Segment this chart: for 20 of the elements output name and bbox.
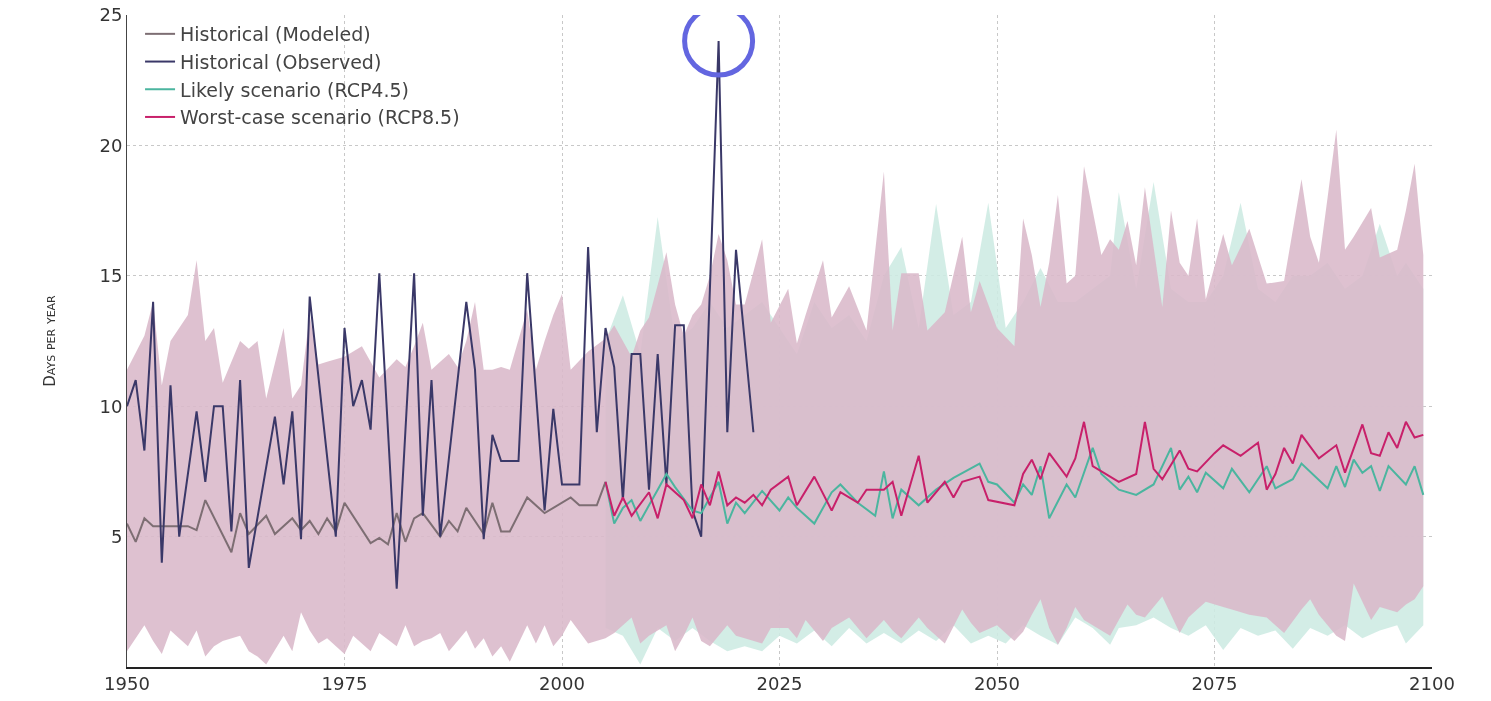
y-axis-title: Days per year <box>40 294 59 387</box>
legend-label: Likely scenario (RCP4.5) <box>180 78 409 101</box>
y-tick-label: 20 <box>99 134 123 156</box>
y-tick-label: 10 <box>99 395 123 417</box>
y-tick-label: 25 <box>99 4 123 26</box>
line-series <box>127 480 607 554</box>
x-tick-label: 2000 <box>539 673 585 695</box>
x-tick-label: 1975 <box>321 673 368 695</box>
legend-label: Historical (Modeled) <box>180 23 371 46</box>
x-tick-label: 2050 <box>974 673 1020 695</box>
x-tick-label: 2100 <box>1409 673 1455 695</box>
line-series <box>604 446 1425 525</box>
legend-label: Historical (Observed) <box>180 50 382 73</box>
x-tick-label: 1950 <box>104 673 150 695</box>
x-tick-label: 2025 <box>756 673 803 695</box>
y-tick-label: 5 <box>110 525 123 547</box>
y-tick-label: 15 <box>99 265 123 287</box>
line-series <box>604 420 1425 520</box>
legend-label: Worst-case scenario (RCP8.5) <box>180 106 460 129</box>
x-tick-label: 2075 <box>1191 673 1238 695</box>
